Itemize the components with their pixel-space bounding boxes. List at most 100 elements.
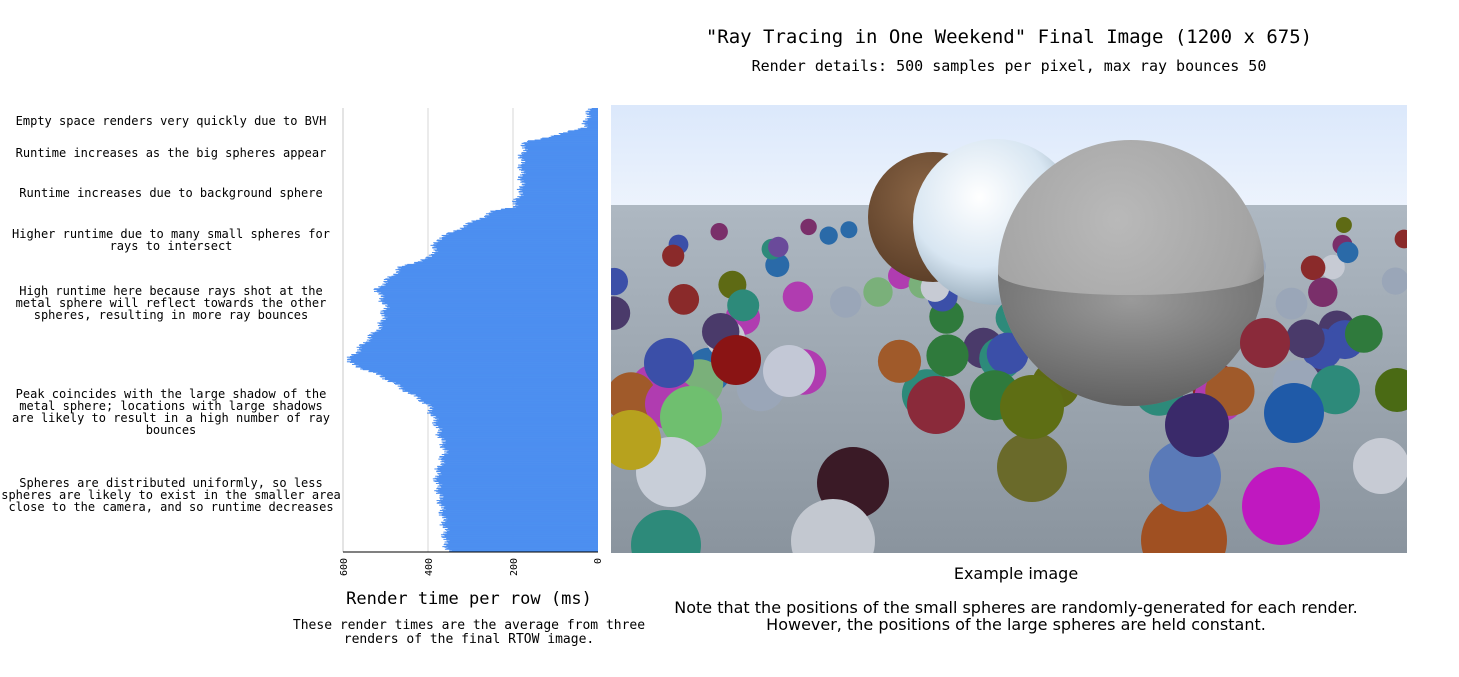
bar	[436, 240, 598, 242]
bar	[436, 243, 598, 245]
bar	[441, 522, 598, 524]
bar	[377, 291, 598, 293]
render-time-chart: 600 400 200 0	[339, 108, 604, 576]
bar	[520, 197, 598, 199]
bar	[442, 503, 598, 506]
bar	[439, 433, 598, 435]
bar	[589, 109, 598, 111]
sphere	[1335, 217, 1352, 233]
bar	[388, 304, 598, 306]
bar	[517, 157, 598, 159]
bar	[444, 453, 598, 455]
bar	[459, 227, 598, 229]
bar	[364, 343, 598, 345]
bar	[468, 223, 598, 225]
bar	[485, 215, 598, 217]
bar	[368, 371, 598, 373]
bar	[373, 333, 598, 335]
bar	[495, 209, 598, 212]
bar	[511, 200, 598, 202]
bar	[383, 311, 598, 313]
bar	[524, 143, 598, 145]
bar	[437, 467, 598, 469]
sphere	[907, 376, 965, 434]
bar	[441, 457, 598, 459]
bar	[445, 440, 598, 442]
sphere	[644, 338, 694, 388]
bar	[439, 497, 598, 499]
bar	[524, 144, 598, 146]
bar	[439, 427, 598, 429]
bar	[444, 451, 598, 453]
bar	[446, 539, 598, 541]
bar	[434, 477, 598, 479]
bar	[523, 171, 598, 173]
bar	[435, 253, 598, 255]
bar	[350, 355, 598, 358]
bar	[372, 338, 598, 340]
sphere	[1240, 318, 1290, 368]
bar	[397, 273, 598, 275]
bar	[395, 269, 598, 271]
bar	[430, 404, 598, 406]
bar	[523, 150, 598, 152]
bar	[442, 494, 598, 496]
bar	[438, 475, 598, 477]
bar	[384, 284, 598, 286]
bar	[433, 419, 598, 421]
bar	[578, 129, 598, 131]
bar	[437, 476, 598, 478]
bar	[401, 265, 598, 267]
bar	[434, 490, 598, 492]
bar	[438, 477, 598, 479]
bar	[380, 310, 598, 312]
bar	[405, 265, 598, 267]
bar	[586, 121, 598, 123]
bar	[443, 235, 598, 237]
bar	[396, 271, 598, 273]
bar	[524, 163, 598, 165]
bar	[425, 257, 598, 259]
bar	[440, 471, 598, 473]
bar	[441, 536, 598, 538]
bar	[439, 499, 598, 501]
bar	[445, 538, 598, 540]
bar	[441, 236, 598, 238]
bar	[402, 390, 598, 392]
bar	[420, 398, 598, 400]
bar	[581, 123, 598, 125]
bar	[436, 488, 598, 490]
bar	[446, 529, 598, 531]
bar	[363, 342, 598, 344]
bar	[368, 340, 598, 342]
bar	[521, 167, 598, 169]
bar	[382, 301, 598, 303]
bar	[438, 250, 598, 252]
bar	[429, 410, 598, 412]
bar	[524, 158, 598, 160]
bar	[516, 199, 598, 201]
bar	[436, 470, 598, 472]
sphere	[768, 236, 789, 258]
bar	[442, 484, 598, 486]
bar	[447, 518, 598, 520]
bar	[382, 294, 598, 296]
bar	[385, 305, 598, 307]
bar	[446, 452, 598, 454]
bar	[380, 300, 598, 302]
bar	[526, 150, 598, 152]
bar	[467, 224, 598, 226]
bar	[448, 450, 598, 452]
bar	[444, 535, 598, 537]
bar	[444, 523, 598, 525]
bar	[525, 182, 598, 185]
bar	[358, 365, 598, 367]
bar	[373, 290, 598, 292]
bar	[527, 141, 598, 143]
bar	[524, 149, 598, 151]
bar	[427, 405, 598, 407]
bar	[397, 268, 598, 270]
bar	[395, 275, 598, 277]
sphere	[1149, 440, 1221, 512]
bar	[461, 228, 598, 230]
